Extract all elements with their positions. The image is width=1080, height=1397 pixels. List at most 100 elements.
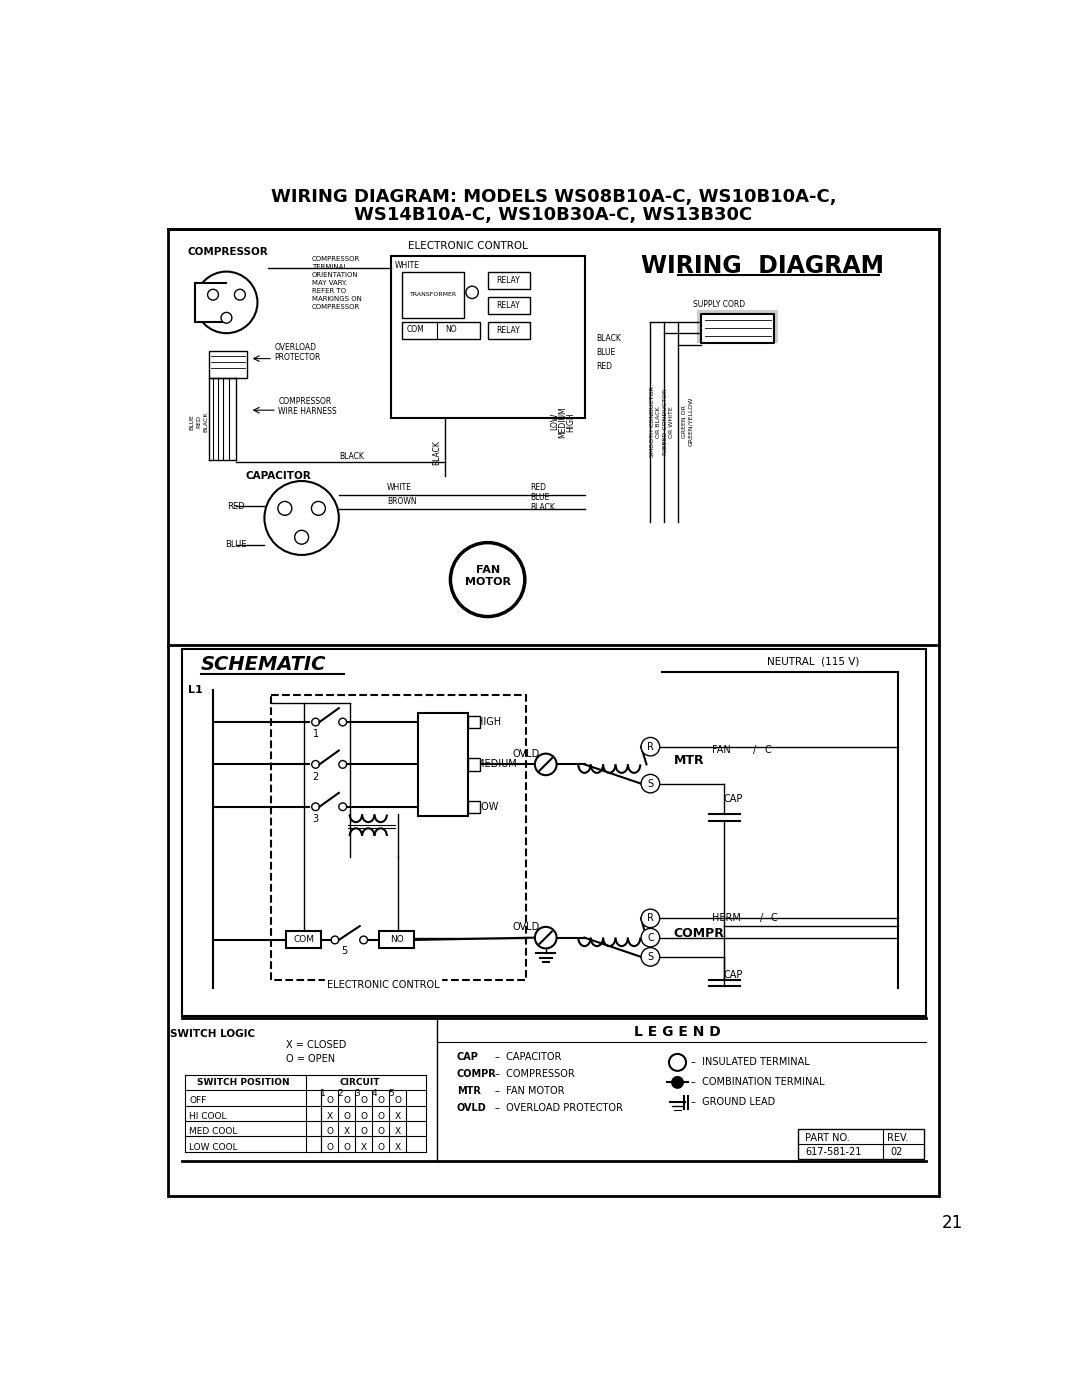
Text: FAN: FAN — [713, 745, 731, 754]
Text: –  INSULATED TERMINAL: – INSULATED TERMINAL — [691, 1058, 810, 1067]
Text: X: X — [361, 1143, 367, 1151]
Circle shape — [535, 926, 556, 949]
Text: O: O — [377, 1127, 384, 1136]
Text: O: O — [343, 1097, 350, 1105]
Text: –  CAPACITOR: – CAPACITOR — [496, 1052, 562, 1062]
Text: MEDIUM: MEDIUM — [476, 760, 516, 770]
Text: COMPR: COMPR — [457, 1069, 497, 1078]
Text: RED: RED — [227, 502, 244, 511]
Text: COM: COM — [294, 936, 314, 944]
Circle shape — [234, 289, 245, 300]
Bar — [167, 229, 940, 1196]
Bar — [469, 715, 480, 728]
Text: SUPPLY CORD: SUPPLY CORD — [693, 300, 745, 309]
Text: CAP: CAP — [724, 793, 743, 805]
Text: –  GROUND LEAD: – GROUND LEAD — [691, 1098, 775, 1108]
Circle shape — [195, 271, 257, 334]
Text: O: O — [360, 1097, 367, 1105]
Text: CAP: CAP — [724, 970, 743, 979]
Text: ELECTRONIC CONTROL: ELECTRONIC CONTROL — [408, 242, 528, 251]
Text: O: O — [326, 1143, 333, 1151]
Circle shape — [535, 753, 556, 775]
Text: CAPACITOR: CAPACITOR — [245, 471, 311, 481]
Text: BLACK: BLACK — [339, 451, 364, 461]
Text: GREEN OR
GREEN/YELLOW: GREEN OR GREEN/YELLOW — [683, 397, 693, 447]
Text: /: / — [759, 914, 762, 923]
Text: /: / — [754, 745, 757, 754]
Text: COMPRESSOR
TERMINAL
ORIENTATION
MAY VARY.
REFER TO
MARKINGS ON
COMPRESSOR: COMPRESSOR TERMINAL ORIENTATION MAY VARY… — [312, 256, 362, 310]
Text: X: X — [343, 1127, 350, 1136]
Circle shape — [450, 542, 525, 616]
Text: NO: NO — [445, 326, 457, 334]
Text: RED: RED — [530, 483, 546, 492]
Text: RELAY: RELAY — [497, 275, 521, 285]
Text: BLACK: BLACK — [596, 334, 621, 344]
Text: COM: COM — [407, 326, 424, 334]
Text: X = CLOSED: X = CLOSED — [286, 1041, 347, 1051]
Text: OFF: OFF — [189, 1097, 206, 1105]
Text: O: O — [343, 1112, 350, 1120]
Text: SCHEMATIC: SCHEMATIC — [201, 655, 326, 673]
Text: LOW COOL: LOW COOL — [189, 1143, 238, 1151]
Text: –  FAN MOTOR: – FAN MOTOR — [496, 1085, 565, 1095]
Bar — [403, 321, 480, 338]
Text: –  COMBINATION TERMINAL: – COMBINATION TERMINAL — [691, 1077, 825, 1087]
Bar — [469, 759, 480, 771]
Text: WS14B10A-C, WS10B30A-C, WS13B30C: WS14B10A-C, WS10B30A-C, WS13B30C — [354, 207, 753, 225]
Text: HERM: HERM — [713, 914, 741, 923]
Text: X: X — [394, 1143, 401, 1151]
Text: 1: 1 — [312, 729, 319, 739]
Text: BLACK: BLACK — [433, 440, 442, 465]
Text: RELAY: RELAY — [497, 326, 521, 335]
Text: 3: 3 — [312, 814, 319, 824]
Text: O: O — [326, 1097, 333, 1105]
Text: COMPRESSOR: COMPRESSOR — [188, 247, 268, 257]
Bar — [469, 800, 480, 813]
Circle shape — [642, 929, 660, 947]
Text: S: S — [647, 778, 653, 789]
Text: C: C — [647, 933, 653, 943]
Text: L E G E N D: L E G E N D — [634, 1024, 720, 1038]
Text: NEUTRAL  (115 V): NEUTRAL (115 V) — [767, 657, 860, 666]
Circle shape — [672, 1077, 683, 1088]
Text: COMPR: COMPR — [674, 928, 725, 940]
Text: REV.: REV. — [887, 1133, 908, 1143]
Circle shape — [465, 286, 478, 299]
Text: RED: RED — [197, 415, 201, 429]
Circle shape — [312, 760, 320, 768]
Text: R: R — [647, 914, 653, 923]
Text: BROWN: BROWN — [387, 496, 417, 506]
Text: R: R — [647, 742, 653, 752]
Circle shape — [339, 718, 347, 726]
Bar — [488, 271, 530, 289]
Text: O: O — [377, 1143, 384, 1151]
Text: RED: RED — [596, 362, 612, 370]
Text: SWITCH LOGIC: SWITCH LOGIC — [170, 1028, 255, 1039]
Circle shape — [339, 803, 347, 810]
Text: RELAY: RELAY — [497, 300, 521, 310]
Text: O: O — [343, 1143, 350, 1151]
Bar — [379, 932, 414, 949]
Circle shape — [312, 718, 320, 726]
Text: 2: 2 — [312, 771, 319, 782]
Text: O: O — [394, 1097, 402, 1105]
Bar — [271, 696, 526, 979]
Text: WHITE: WHITE — [394, 261, 419, 270]
Text: –  COMPRESSOR: – COMPRESSOR — [496, 1069, 576, 1078]
Bar — [488, 298, 530, 314]
Text: X: X — [394, 1127, 401, 1136]
Text: COMPRESSOR
WIRE HARNESS: COMPRESSOR WIRE HARNESS — [279, 397, 337, 416]
Text: O = OPEN: O = OPEN — [286, 1055, 335, 1065]
Circle shape — [642, 738, 660, 756]
Circle shape — [278, 502, 292, 515]
Text: 2: 2 — [338, 1088, 343, 1098]
Circle shape — [207, 289, 218, 300]
Text: O: O — [360, 1127, 367, 1136]
Text: 5: 5 — [341, 947, 348, 957]
Bar — [488, 321, 530, 338]
Bar — [701, 314, 774, 344]
Text: OVLD: OVLD — [513, 749, 540, 760]
Text: 617-581-21: 617-581-21 — [806, 1147, 862, 1157]
Text: FAN
MOTOR: FAN MOTOR — [464, 564, 511, 587]
Text: L1: L1 — [188, 685, 203, 694]
